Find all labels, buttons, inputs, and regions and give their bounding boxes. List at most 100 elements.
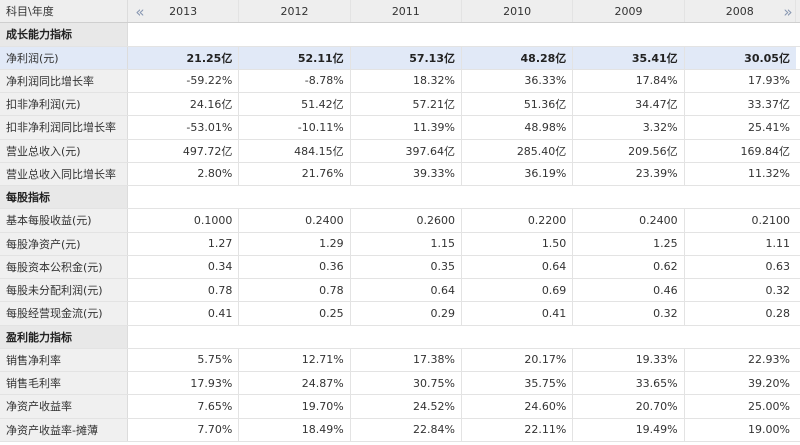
value-cell: 1.15 — [351, 232, 462, 255]
row-label: 每股净资产(元) — [0, 232, 128, 255]
row-values: 497.72亿 484.15亿 397.64亿 285.40亿 209.56亿 169.8… — [128, 139, 800, 162]
value-cell: 17.93% — [748, 74, 790, 88]
value-cell: 19.33% — [573, 348, 685, 371]
prev-year-icon[interactable]: « — [135, 2, 145, 21]
value-cell: 39.33% — [351, 162, 462, 185]
section-blank — [128, 186, 800, 209]
value-cell: 0.29 — [351, 302, 462, 325]
header-row: 科目\年度 2013 2012 2011 2010 2009 2008 « » — [0, 0, 800, 24]
row-label: 每股经营现金流(元) — [0, 302, 128, 325]
value-cell: 0.62 — [573, 255, 685, 278]
value-cell: 497.72亿 — [128, 139, 240, 162]
value-cell: 0.64 — [351, 279, 462, 302]
section-title: 成长能力指标 — [0, 23, 128, 46]
year-header[interactable]: 2011 — [350, 0, 462, 23]
value-cell: 19.70% — [239, 395, 351, 418]
table-row[interactable]: 净资产收益率 7.65% 19.70% 24.52% 24.60% 20.70% 25.00… — [0, 395, 800, 419]
value-cell: 11.32% — [748, 167, 790, 181]
row-label: 净资产收益率 — [0, 395, 128, 418]
table-row[interactable]: 净利润同比增长率 -59.22% -8.78% 18.32% 36.33% 17.84% 1… — [0, 69, 800, 93]
year-header[interactable]: 2013 — [128, 0, 240, 23]
value-cell: 2.80% — [128, 162, 240, 185]
value-cell: 169.84亿 — [740, 144, 790, 158]
row-label: 净利润同比增长率 — [0, 69, 128, 92]
value-cell: 25.41% — [748, 120, 790, 134]
value-cell: 0.25 — [239, 302, 351, 325]
table-row[interactable]: 每股未分配利润(元) 0.78 0.78 0.64 0.69 0.46 0.32 — [0, 279, 800, 303]
value-cell: 33.37亿 — [747, 98, 790, 112]
value-cell: 20.17% — [462, 348, 574, 371]
value-cell: -10.11% — [239, 116, 351, 139]
year-header[interactable]: 2008 — [684, 0, 796, 23]
value-cell: 1.29 — [239, 232, 351, 255]
value-cell: 30.05亿 — [684, 46, 796, 69]
value-cell: 21.25亿 — [128, 46, 240, 69]
value-cell: 0.2400 — [573, 209, 685, 232]
row-label: 基本每股收益(元) — [0, 209, 128, 232]
value-cell: 11.39% — [351, 116, 462, 139]
value-cell: 35.75% — [462, 372, 574, 395]
table-row[interactable]: 营业总收入同比增长率 2.80% 21.76% 39.33% 36.19% 23.39% 1… — [0, 162, 800, 186]
value-cell: 51.42亿 — [239, 93, 351, 116]
value-cell: 0.1000 — [128, 209, 240, 232]
section-title: 每股指标 — [0, 186, 128, 209]
value-cell: 285.40亿 — [462, 139, 574, 162]
value-cell: 48.28亿 — [461, 46, 574, 69]
table-row[interactable]: 净利润(元) 21.25亿 52.11亿 57.13亿 48.28亿 35.41亿 30.0… — [0, 46, 800, 70]
next-year-icon[interactable]: » — [783, 2, 793, 21]
row-values: 7.70% 18.49% 22.84% 22.11% 19.49% 19.00% — [128, 418, 800, 441]
value-cell: 19.49% — [573, 418, 685, 441]
table-row[interactable]: 每股经营现金流(元) 0.41 0.25 0.29 0.41 0.32 0.28 — [0, 302, 800, 326]
table-row[interactable]: 销售净利率 5.75% 12.71% 17.38% 20.17% 19.33% 22.93% — [0, 348, 800, 372]
value-cell: 0.41 — [462, 302, 574, 325]
year-header[interactable]: 2012 — [239, 0, 351, 23]
year-header[interactable]: 2009 — [573, 0, 685, 23]
value-cell: 0.2100 — [751, 213, 790, 227]
row-label: 每股未分配利润(元) — [0, 279, 128, 302]
value-cell: 17.93% — [128, 372, 240, 395]
table-row[interactable]: 每股净资产(元) 1.27 1.29 1.15 1.50 1.25 1.11 — [0, 232, 800, 256]
table-row[interactable]: 基本每股收益(元) 0.1000 0.2400 0.2600 0.2200 0.2400 0… — [0, 209, 800, 233]
value-cell: 0.78 — [128, 279, 240, 302]
value-cell: 1.11 — [765, 237, 790, 251]
value-cell: 209.56亿 — [573, 139, 685, 162]
section-row: 盈利能力指标 — [0, 325, 800, 349]
table-row[interactable]: 扣非净利润(元) 24.16亿 51.42亿 57.21亿 51.36亿 34.47亿 33… — [0, 93, 800, 117]
value-cell: 0.2600 — [351, 209, 462, 232]
value-cell: 0.69 — [462, 279, 574, 302]
value-cell: 0.46 — [573, 279, 685, 302]
value-cell: 18.49% — [239, 418, 351, 441]
value-cell: 34.47亿 — [573, 93, 685, 116]
value-cell: 36.19% — [462, 162, 574, 185]
row-values: 7.65% 19.70% 24.52% 24.60% 20.70% 25.00% — [128, 395, 800, 418]
section-blank — [128, 23, 800, 46]
value-cell: 0.35 — [351, 255, 462, 278]
table-row[interactable]: 每股资本公积金(元) 0.34 0.36 0.35 0.64 0.62 0.63 — [0, 255, 800, 279]
value-cell: 25.00% — [748, 399, 790, 413]
value-cell: 397.64亿 — [351, 139, 462, 162]
section-title: 盈利能力指标 — [0, 325, 128, 348]
value-cell: 5.75% — [128, 348, 240, 371]
table-row[interactable]: 扣非净利润同比增长率 -53.01% -10.11% 11.39% 48.98% 3.32… — [0, 116, 800, 140]
value-cell: 24.16亿 — [128, 93, 240, 116]
table-row[interactable]: 净资产收益率-摊薄 7.70% 18.49% 22.84% 22.11% 19.49% 19… — [0, 418, 800, 442]
row-values: 2.80% 21.76% 39.33% 36.19% 23.39% 11.32% — [128, 162, 800, 185]
value-cell: 0.2200 — [462, 209, 574, 232]
value-cell: 22.11% — [462, 418, 574, 441]
value-cell: 20.70% — [573, 395, 685, 418]
value-cell: 33.65% — [573, 372, 685, 395]
value-cell: -8.78% — [239, 69, 351, 92]
row-values: 0.1000 0.2400 0.2600 0.2200 0.2400 0.2100 — [128, 209, 800, 232]
value-cell: 23.39% — [573, 162, 685, 185]
row-values: 0.34 0.36 0.35 0.64 0.62 0.63 — [128, 255, 800, 278]
value-cell: 57.21亿 — [351, 93, 462, 116]
year-header[interactable]: 2010 — [461, 0, 574, 23]
row-label: 扣非净利润(元) — [0, 93, 128, 116]
value-cell: 7.70% — [128, 418, 240, 441]
row-values: 5.75% 12.71% 17.38% 20.17% 19.33% 22.93% — [128, 348, 800, 371]
table-row[interactable]: 销售毛利率 17.93% 24.87% 30.75% 35.75% 33.65% 39.20… — [0, 372, 800, 396]
table-row[interactable]: 营业总收入(元) 497.72亿 484.15亿 397.64亿 285.40亿 209.… — [0, 139, 800, 163]
value-cell: 18.32% — [351, 69, 462, 92]
value-cell: 0.63 — [765, 260, 790, 274]
corner-label: 科目\年度 — [0, 0, 128, 23]
